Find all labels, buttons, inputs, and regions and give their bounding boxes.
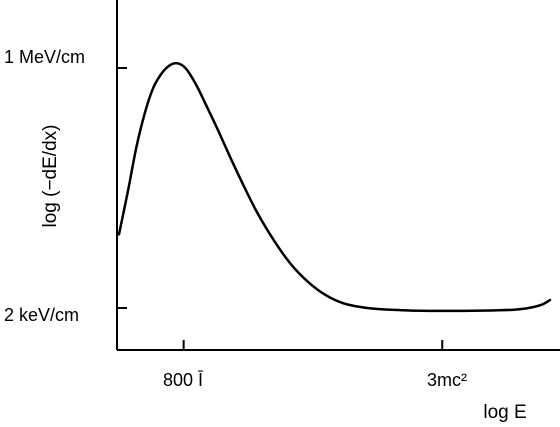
y-tick-label-bottom: 2 keV/cm (4, 305, 79, 325)
y-tick-label-top: 1 MeV/cm (4, 47, 85, 67)
plot-frame (116, 0, 560, 351)
energy-loss-curve (117, 61, 552, 313)
x-axis-label: log E (483, 402, 526, 423)
x-tick-label-left: 800 Ī (163, 370, 203, 390)
x-tick-label-right: 3mc² (427, 370, 467, 390)
y-axis-label: log (−dE/dx) (40, 125, 61, 228)
axis-ticks (117, 67, 444, 350)
